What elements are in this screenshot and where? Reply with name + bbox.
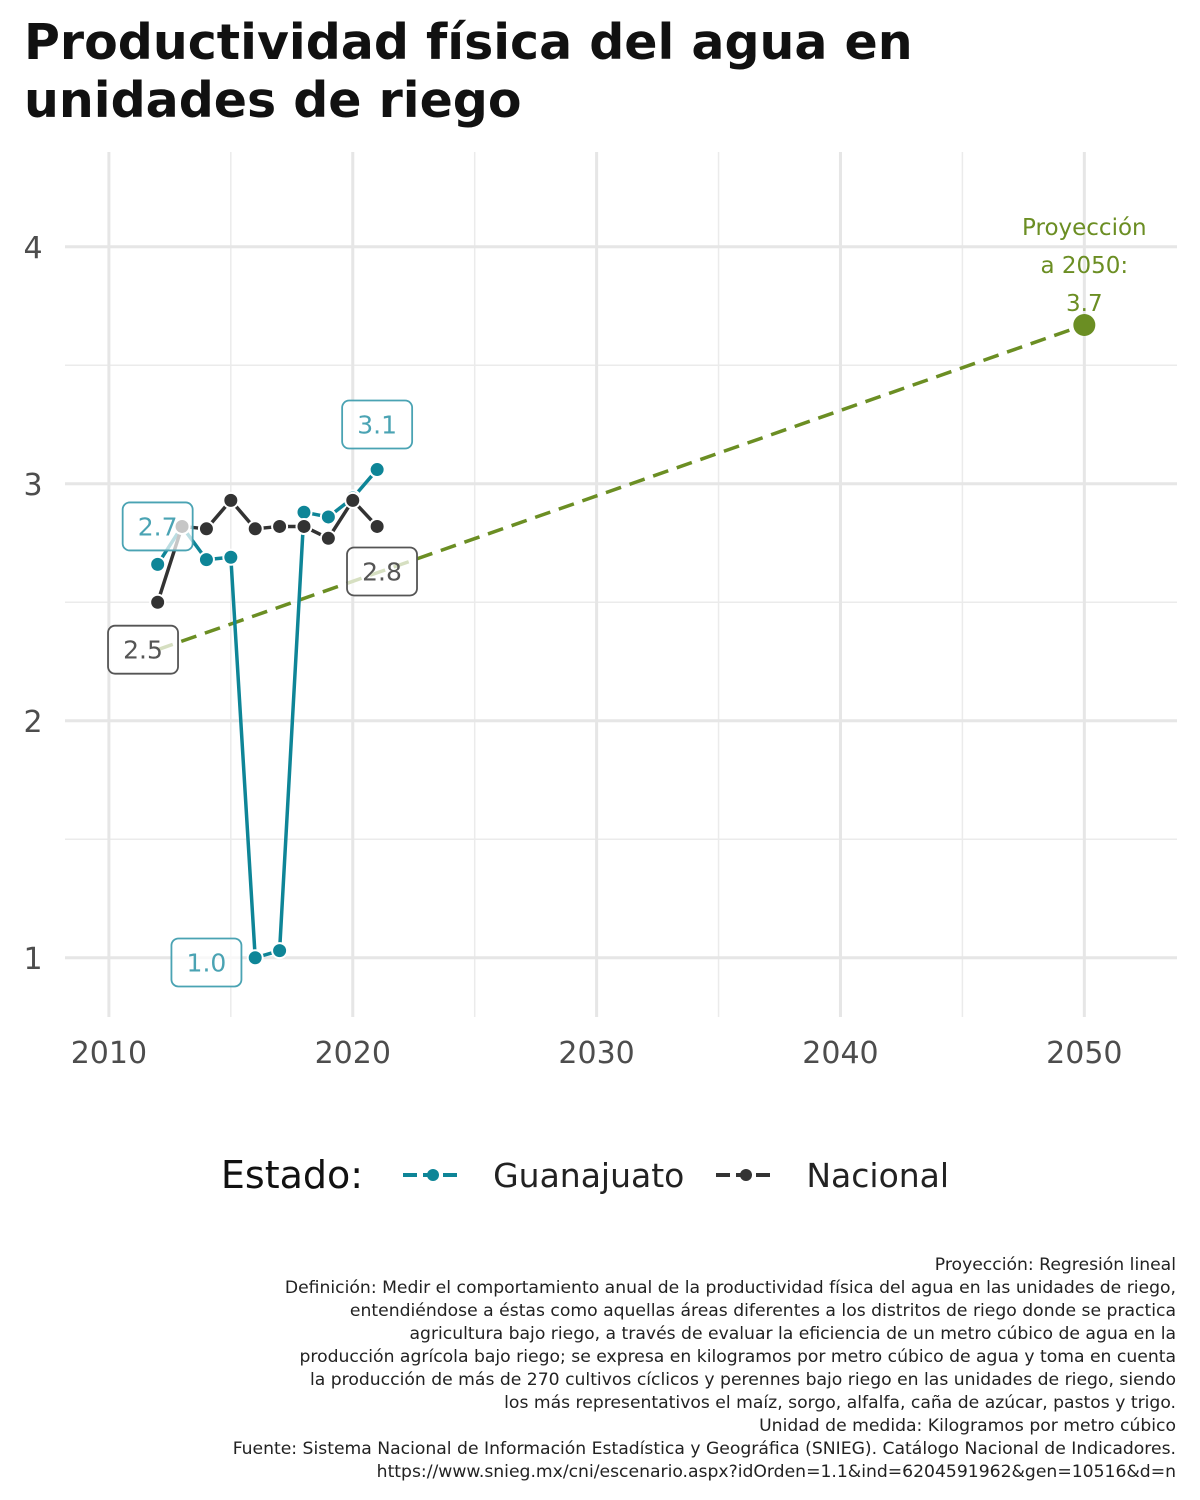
data-point-guanajuato xyxy=(246,949,264,967)
legend-label-nacional: Nacional xyxy=(806,1155,950,1195)
data-point-guanajuato xyxy=(271,942,289,960)
caption-line: los más representativos el maíz, sorgo, … xyxy=(504,1393,1176,1413)
line-chart: 2010 2020 2030 2040 2050 1 2 3 4 Proyección a 2050… xyxy=(23,152,1177,1071)
data-label: 2.5 xyxy=(123,636,163,665)
caption-line: Fuente: Sistema Nacional de Información … xyxy=(232,1439,1176,1459)
y-tick-label: 2 xyxy=(23,705,42,740)
data-label: 3.1 xyxy=(357,411,397,440)
data-label-box xyxy=(346,546,418,597)
data-point-nacional xyxy=(271,517,289,535)
caption-line: Definición: Medir el comportamiento anua… xyxy=(284,1278,1176,1298)
x-tick-label: 2010 xyxy=(71,1036,147,1071)
data-point-nacional xyxy=(319,529,337,547)
legend-item-guanajuato: Guanajuato xyxy=(401,1156,684,1195)
legend-label-guanajuato: Guanajuato xyxy=(493,1155,685,1195)
x-tick-label: 2030 xyxy=(558,1036,634,1071)
data-label-box xyxy=(170,937,243,988)
caption: Proyección: Regresión lineal Definición:… xyxy=(76,1254,1176,1484)
x-tick-label: 2050 xyxy=(1046,1036,1122,1071)
caption-line: Proyección: Regresión lineal xyxy=(934,1255,1176,1275)
caption-line: https://www.snieg.mx/cni/escenario.aspx?… xyxy=(376,1462,1176,1482)
data-point-guanajuato xyxy=(319,508,337,526)
data-label: 2.7 xyxy=(138,512,178,541)
y-tick-label: 4 xyxy=(23,231,42,266)
data-point-guanajuato xyxy=(222,548,240,566)
data-label: 2.8 xyxy=(362,557,402,586)
legend-key-guanajuato xyxy=(403,1169,464,1181)
caption-line: agricultura bajo riego, a través de eval… xyxy=(409,1324,1177,1344)
y-tick-label: 3 xyxy=(23,468,42,503)
projection-label: Proyección xyxy=(1022,215,1147,241)
chart-title-line1: Productividad física del agua en xyxy=(24,14,913,71)
series-line-nacional xyxy=(156,498,379,603)
data-point-nacional xyxy=(344,491,362,509)
data-point-guanajuato xyxy=(295,503,313,521)
data-point-nacional xyxy=(222,491,240,509)
data-point-guanajuato xyxy=(368,461,386,479)
projection-point xyxy=(1073,314,1096,336)
legend: Estado: Guanajuato Nacional xyxy=(0,1150,1200,1200)
data-point-nacional xyxy=(295,517,313,535)
caption-line: producción agrícola bajo riego; se expre… xyxy=(299,1347,1176,1367)
data-label-box xyxy=(121,501,194,552)
caption-line: Unidad de medida: Kilogramos por metro c… xyxy=(759,1416,1176,1436)
data-label-box xyxy=(107,624,179,675)
data-point-nacional xyxy=(246,520,264,538)
data-label-box xyxy=(341,399,414,450)
chart-title: Productividad física del agua en unidade… xyxy=(24,14,1024,130)
legend-title: Estado: xyxy=(220,1153,364,1197)
data-point-nacional xyxy=(149,593,167,611)
data-point-nacional xyxy=(368,517,386,535)
projection-label: 3.7 xyxy=(1066,291,1103,317)
legend-key-nacional xyxy=(716,1169,777,1181)
data-point-guanajuato xyxy=(197,551,215,569)
caption-line: la producción de más de 270 cultivos cíc… xyxy=(309,1370,1176,1390)
series-line-guanajuato xyxy=(156,468,379,960)
x-tick-label: 2020 xyxy=(315,1036,391,1071)
data-label: 1.0 xyxy=(187,948,227,977)
y-tick-label: 1 xyxy=(23,942,42,977)
chart-title-line2: unidades de riego xyxy=(24,72,522,129)
projection-label: a 2050: xyxy=(1040,253,1128,279)
caption-line: entendiéndose a éstas como aquellas área… xyxy=(349,1301,1176,1321)
data-point-nacional xyxy=(197,520,215,538)
legend-item-nacional: Nacional xyxy=(714,1156,949,1195)
projection-line xyxy=(157,323,1085,652)
data-point-guanajuato xyxy=(149,555,167,573)
x-tick-label: 2040 xyxy=(802,1036,878,1071)
